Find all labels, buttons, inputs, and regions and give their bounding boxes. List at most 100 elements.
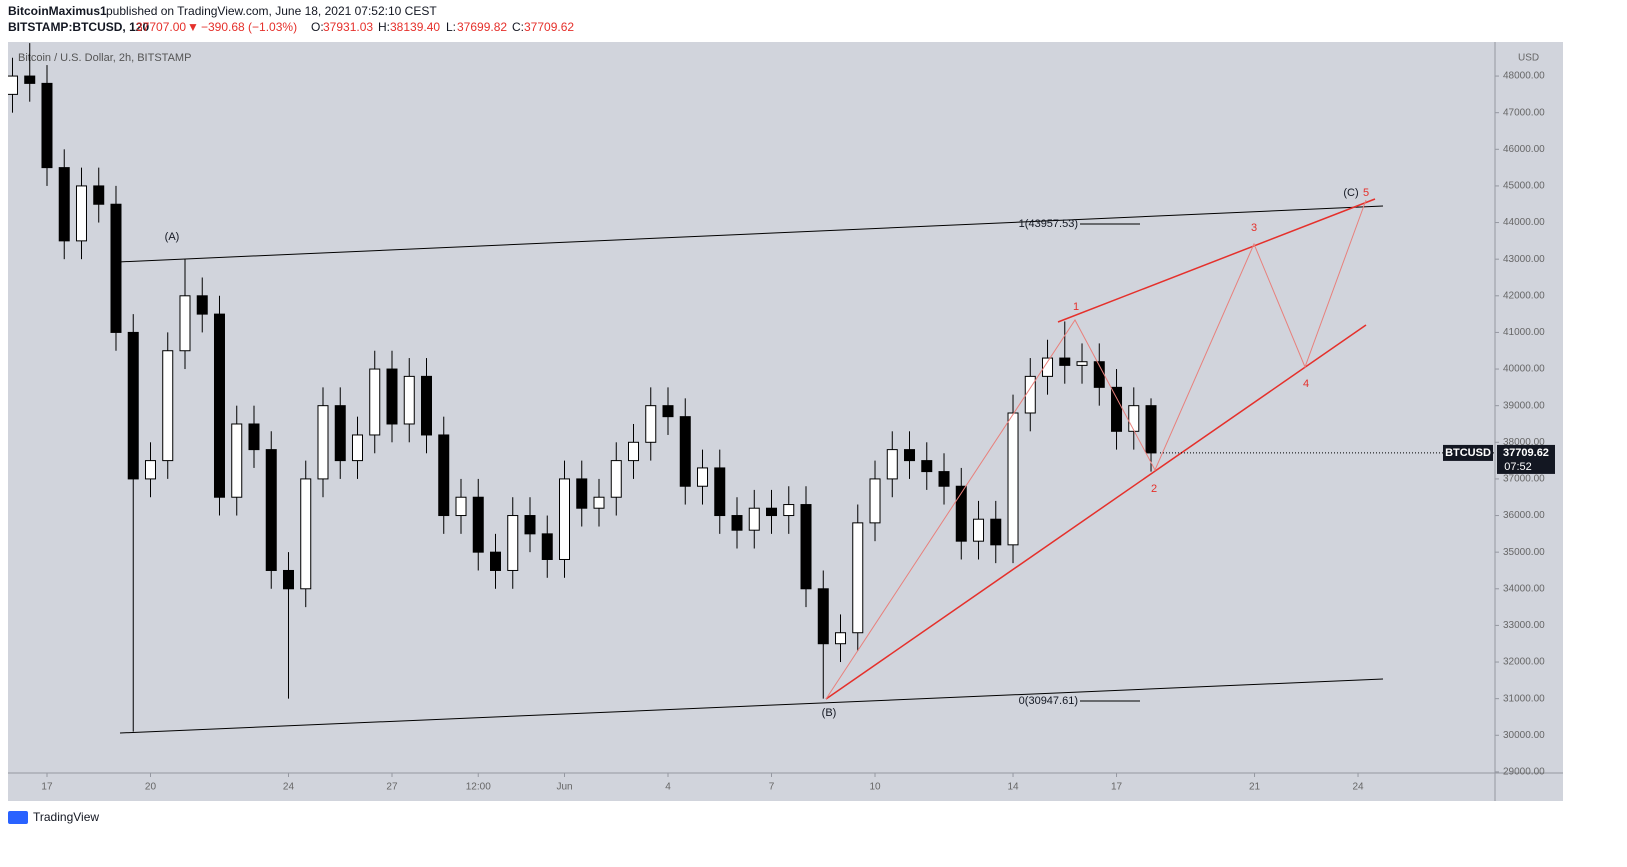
change: −390.68 (−1.03%)	[201, 20, 297, 34]
brand: TradingView	[8, 810, 99, 824]
x-tick-label: 24	[1352, 782, 1364, 793]
y-tick-label: 42000.00	[1503, 290, 1545, 301]
candle-body	[248, 423, 260, 451]
candle-body	[386, 368, 398, 425]
candle-body	[714, 467, 726, 517]
candle-body	[697, 467, 709, 487]
y-axis-label: USD	[1518, 53, 1539, 64]
candle-body	[886, 449, 898, 480]
candle-body	[282, 569, 294, 590]
countdown: 07:52	[1504, 461, 1532, 473]
candle-body	[904, 449, 916, 462]
x-tick-label: 21	[1249, 782, 1261, 793]
label-c: (C)	[1343, 187, 1358, 199]
candle-body	[110, 203, 122, 333]
chart-title: Bitcoin / U.S. Dollar, 2h, BITSTAMP	[18, 52, 191, 64]
author: BitcoinMaximus1	[8, 4, 107, 18]
candle-body	[938, 471, 950, 487]
x-tick-label: 17	[41, 782, 53, 793]
h-label: H:	[378, 20, 390, 34]
x-tick-label: Jun	[556, 782, 572, 793]
candle-body	[75, 185, 87, 242]
candle-body	[955, 485, 967, 542]
candle-body	[8, 75, 18, 95]
candle-body	[559, 478, 571, 560]
wedge-bottom	[825, 324, 1367, 700]
candle-body	[852, 522, 864, 634]
candle-body	[438, 434, 450, 517]
candle-body	[869, 478, 881, 524]
plot-bg	[8, 42, 1563, 801]
wave-2: 2	[1151, 483, 1157, 495]
candle-body	[300, 478, 312, 590]
y-tick-label: 31000.00	[1503, 693, 1545, 704]
candle-body	[645, 405, 657, 443]
candle-body	[58, 167, 70, 242]
candle-body	[93, 185, 105, 205]
o: 37931.03	[323, 20, 373, 34]
candle-body	[817, 588, 829, 645]
x-tick-label: 12:00	[466, 782, 491, 793]
candle-body	[628, 441, 640, 462]
candle-body	[1007, 412, 1019, 546]
price-box	[1497, 444, 1555, 474]
candle-body	[472, 496, 484, 553]
wave-path	[825, 199, 1367, 700]
brand-name: TradingView	[33, 810, 99, 824]
c: 37709.62	[524, 20, 574, 34]
x-tick-label: 20	[145, 782, 157, 793]
candle-body	[162, 350, 174, 462]
price-label: 37709.62	[1503, 447, 1549, 459]
y-tick-label: 37000.00	[1503, 474, 1545, 485]
candle-body	[524, 515, 536, 535]
candle-body	[179, 295, 191, 352]
candle-body	[766, 507, 778, 517]
logo	[8, 811, 28, 824]
candle-body	[921, 460, 933, 473]
x-tick-label: 14	[1007, 782, 1019, 793]
label-a: (A)	[165, 231, 180, 243]
candle-body	[231, 423, 243, 498]
candle-body	[1042, 357, 1054, 377]
candle-body	[196, 295, 208, 315]
symbol-label: BTCUSD	[1445, 447, 1491, 459]
y-tick-label: 44000.00	[1503, 217, 1545, 228]
x-tick-label: 4	[665, 782, 671, 793]
y-tick-label: 36000.00	[1503, 510, 1545, 521]
y-tick-label: 46000.00	[1503, 144, 1545, 155]
candle-body	[662, 405, 674, 418]
x-tick-label: 17	[1111, 782, 1123, 793]
candle-body	[1128, 405, 1140, 432]
wave-3: 3	[1251, 222, 1257, 234]
candle-body	[1076, 361, 1088, 366]
last: 37707.00	[136, 20, 186, 34]
candle-body	[127, 331, 139, 480]
y-tick-label: 45000.00	[1503, 181, 1545, 192]
wave-5: 5	[1363, 187, 1369, 199]
candle-body	[403, 375, 415, 425]
y-tick-label: 34000.00	[1503, 583, 1545, 594]
channel-bottom	[119, 678, 1384, 734]
arrow: ▼	[187, 20, 199, 34]
candle-body	[144, 460, 156, 480]
candle-body	[213, 313, 225, 498]
channel-top	[117, 205, 1384, 263]
symbol: BITSTAMP:BTCUSD, 120	[8, 20, 149, 34]
y-tick-label: 29000.00	[1503, 767, 1545, 778]
candle-body	[1145, 405, 1157, 454]
c-label: C:	[512, 20, 524, 34]
candle-body	[835, 632, 847, 645]
fib-0: 0(30947.61)	[1019, 695, 1078, 707]
candle-body	[351, 434, 363, 462]
wedge-top	[1057, 198, 1376, 323]
candle-body	[369, 368, 381, 436]
y-tick-label: 48000.00	[1503, 71, 1545, 82]
candle-body	[334, 405, 346, 462]
candle-body	[1111, 386, 1123, 432]
candle-body	[800, 504, 812, 590]
wave-1: 1	[1073, 301, 1079, 313]
candle-body	[748, 507, 760, 531]
y-tick-label: 38000.00	[1503, 437, 1545, 448]
candles	[8, 43, 1157, 732]
